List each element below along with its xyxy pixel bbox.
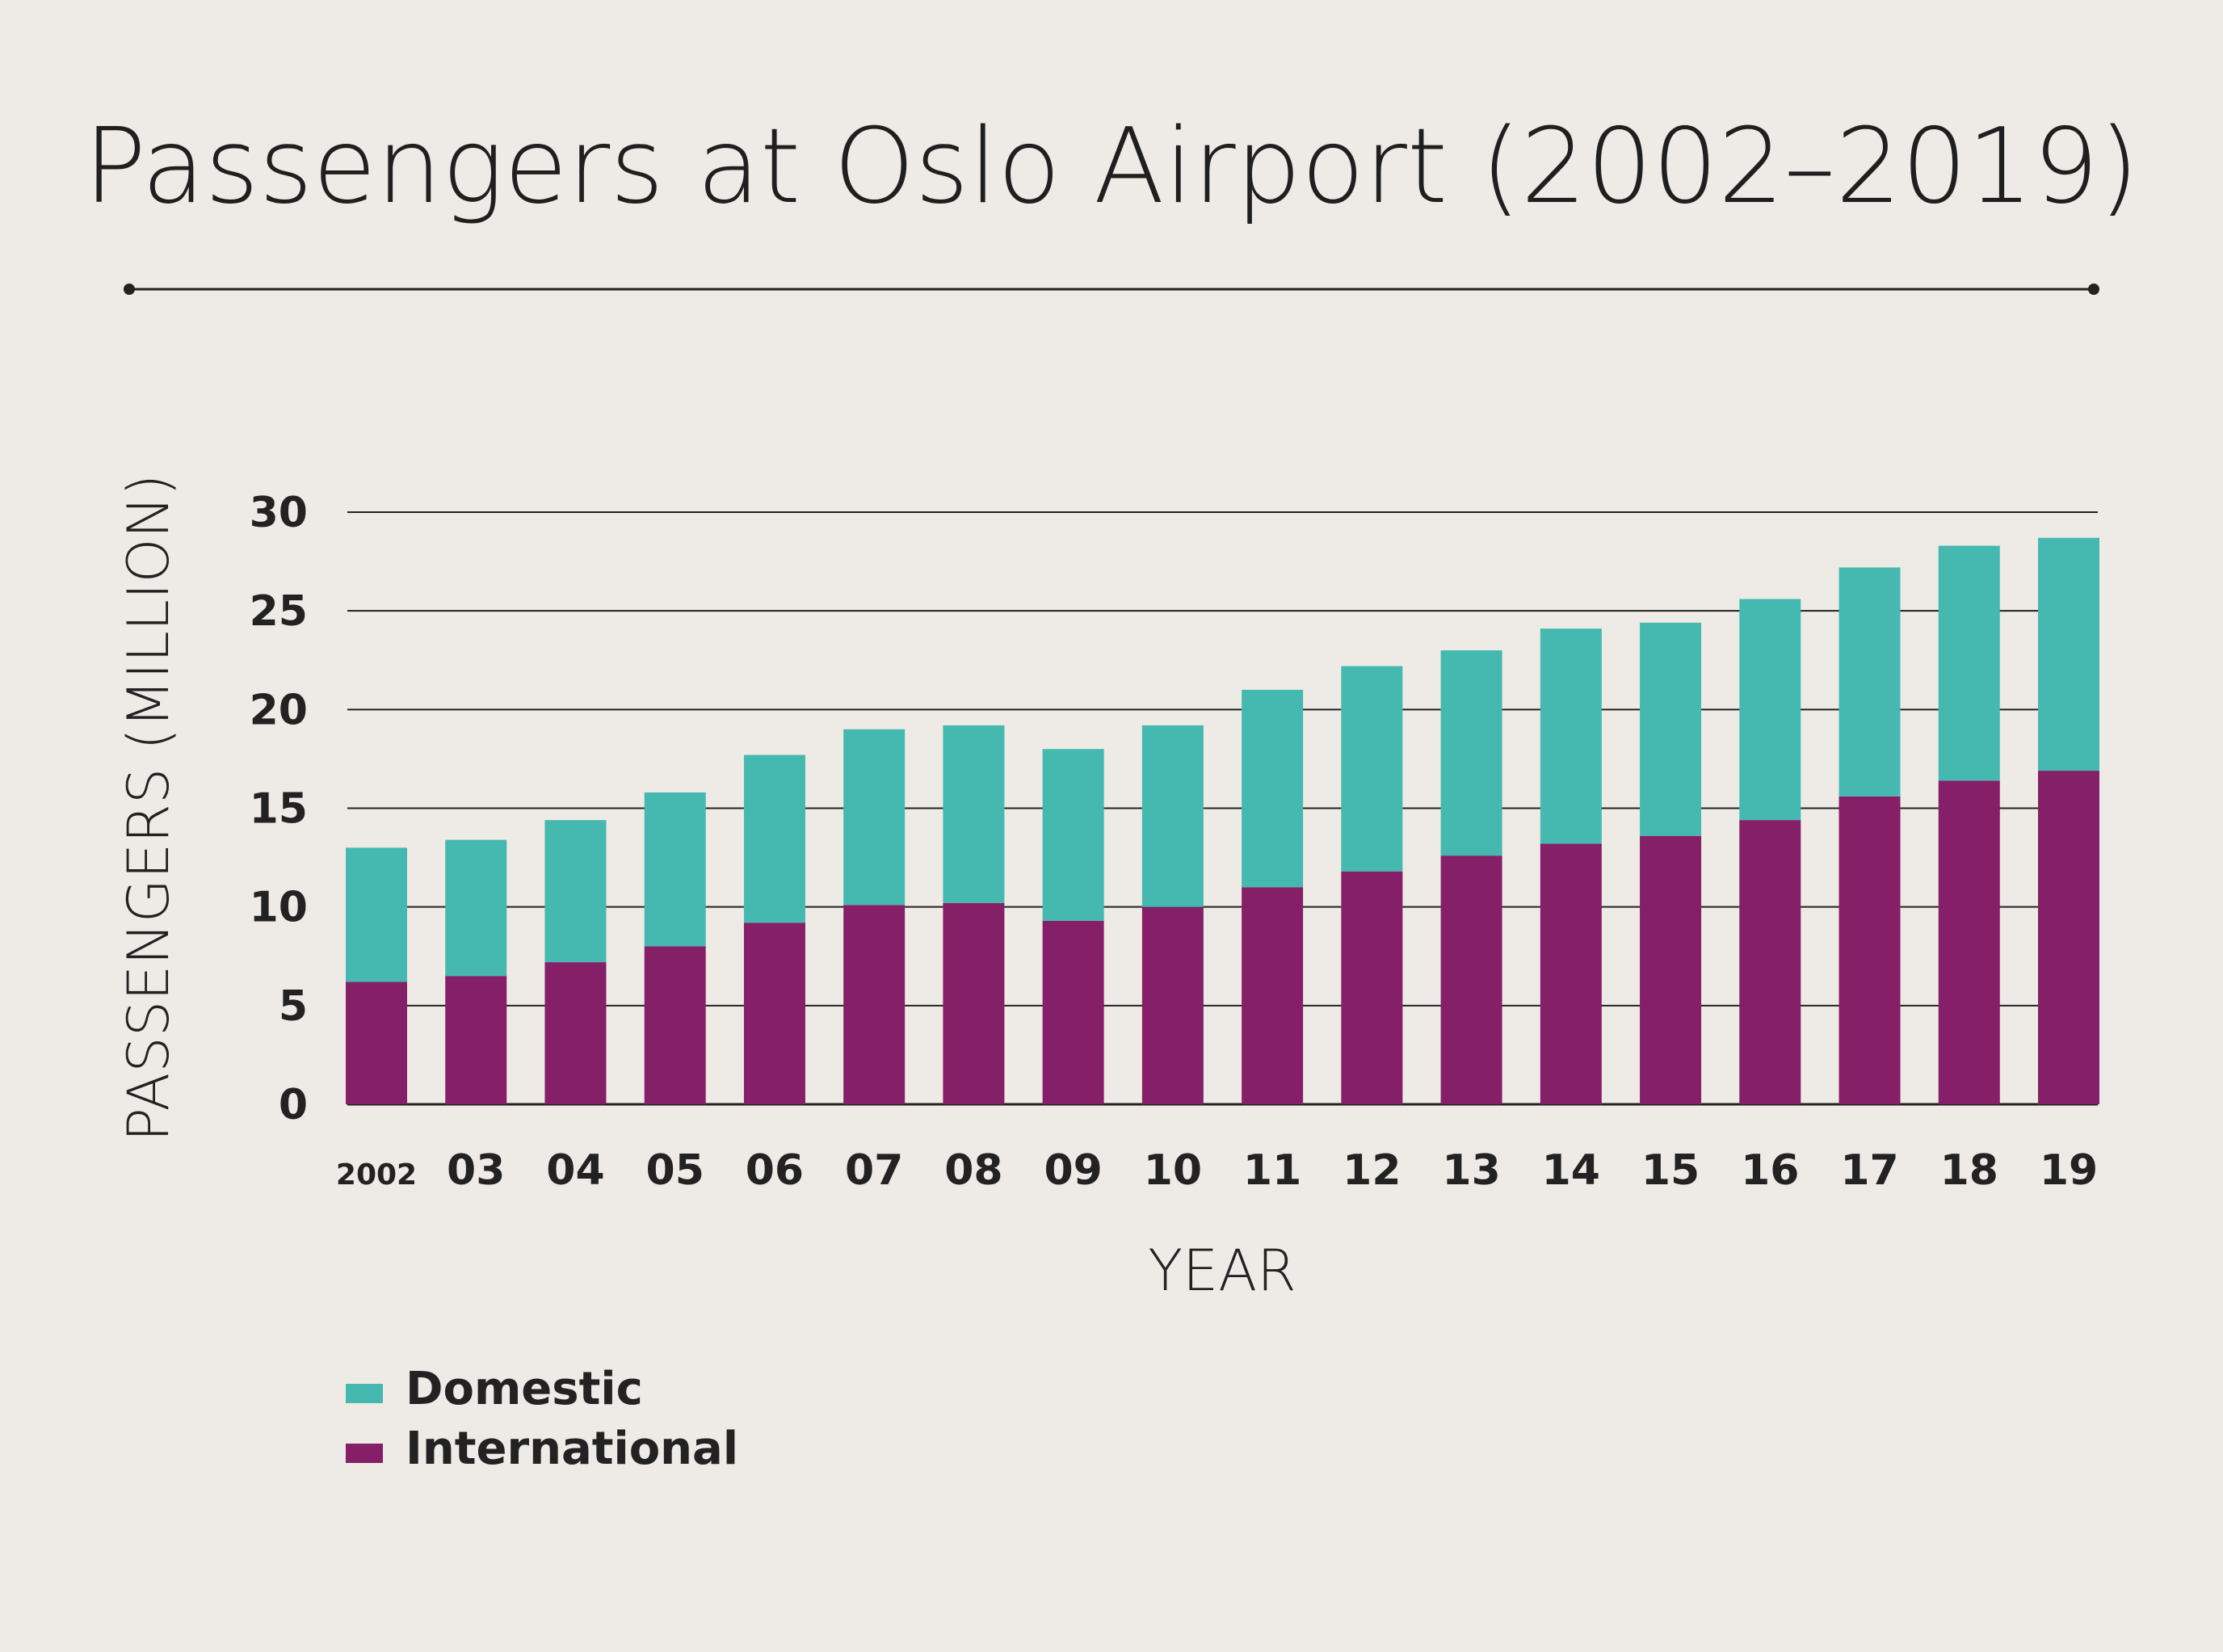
bar-international-15 <box>1640 835 1702 1104</box>
bar-domestic-15 <box>1640 622 1702 836</box>
bar-international-14 <box>1540 843 1602 1104</box>
gridlines <box>347 511 2098 1106</box>
legend-label-domestic: Domestic <box>406 1363 643 1415</box>
bar-international-12 <box>1341 871 1403 1104</box>
x-tick-label: 15 <box>1641 1146 1700 1195</box>
bar-international-08 <box>943 902 1005 1104</box>
bar-domestic-17 <box>1838 567 1901 797</box>
bar-international-13 <box>1440 855 1502 1104</box>
y-tick-label: 15 <box>250 785 308 834</box>
bar-domestic-19 <box>2038 537 2099 771</box>
x-tick-label: 19 <box>2040 1146 2098 1195</box>
bar-domestic-18 <box>1938 545 2000 781</box>
x-tick-label: 04 <box>546 1146 604 1195</box>
legend-label-international: International <box>406 1423 738 1475</box>
bar-domestic-16 <box>1739 599 1801 821</box>
legend: Domestic International <box>346 1363 738 1475</box>
bar-domestic-14 <box>1540 628 1602 844</box>
x-tick-label: 05 <box>646 1146 704 1195</box>
x-tick-label: 17 <box>1840 1146 1898 1195</box>
x-tick-label: 08 <box>944 1146 1002 1195</box>
bar-international-16 <box>1739 820 1801 1104</box>
bar-international-04 <box>544 962 607 1104</box>
x-tick-label: 10 <box>1144 1146 1202 1195</box>
y-tick-label: 25 <box>250 587 308 636</box>
bar-international-10 <box>1141 906 1204 1104</box>
bar-domestic-08 <box>943 725 1005 903</box>
bar-domestic-03 <box>445 839 507 977</box>
chart-title: Passengers at Oslo Airport (2002–2019) <box>84 107 2139 227</box>
x-tick-label: 13 <box>1442 1146 1500 1195</box>
bar-domestic-13 <box>1440 650 1502 856</box>
bar-international-11 <box>1242 887 1304 1104</box>
x-tick-label: 14 <box>1542 1146 1600 1195</box>
x-tick-label: 11 <box>1243 1146 1301 1195</box>
bar-international-17 <box>1838 796 1901 1104</box>
x-tick-label: 18 <box>1940 1146 1998 1195</box>
bar-international-05 <box>644 946 706 1104</box>
bar-international-2002 <box>346 982 407 1104</box>
bar-international-03 <box>445 976 507 1104</box>
x-tick-label: 2002 <box>336 1158 417 1192</box>
legend-swatch-domestic <box>346 1384 383 1403</box>
x-tick-label: 12 <box>1343 1146 1401 1195</box>
y-tick-label: 20 <box>250 686 308 734</box>
bar-international-19 <box>2038 771 2099 1104</box>
x-tick-labels: 2002 03 04 05 06 07 08 09 10 11 12 13 14 15 16 17 18 19 <box>336 1146 2098 1195</box>
x-tick-label: 09 <box>1044 1146 1102 1195</box>
y-tick-label: 30 <box>250 489 308 537</box>
bar-domestic-07 <box>843 729 906 906</box>
bar-domestic-11 <box>1242 689 1304 888</box>
x-axis-label: YEAR <box>1148 1238 1296 1304</box>
x-tick-label: 07 <box>845 1146 903 1195</box>
bar-international-09 <box>1042 920 1104 1104</box>
bar-domestic-09 <box>1042 749 1104 921</box>
y-tick-label: 5 <box>279 982 308 1031</box>
legend-swatch-international <box>346 1444 383 1463</box>
bars <box>346 537 2099 1104</box>
bar-domestic-05 <box>644 792 706 947</box>
bar-domestic-04 <box>544 820 607 963</box>
bar-domestic-06 <box>743 755 805 923</box>
bar-international-18 <box>1938 780 2000 1104</box>
x-tick-label: 06 <box>746 1146 804 1195</box>
bar-international-06 <box>743 923 805 1104</box>
x-tick-label: 16 <box>1741 1146 1799 1195</box>
y-tick-label: 10 <box>250 884 308 932</box>
bar-international-07 <box>843 905 906 1104</box>
y-tick-label: 0 <box>279 1081 308 1129</box>
bar-domestic-2002 <box>346 847 407 982</box>
x-tick-label: 03 <box>447 1146 505 1195</box>
bar-domestic-12 <box>1341 666 1403 872</box>
y-tick-labels: 0 5 10 15 20 25 30 <box>250 489 308 1129</box>
title-divider <box>124 284 2099 295</box>
bar-domestic-10 <box>1141 725 1204 907</box>
y-axis-label: PASSENGERS (MILLION) <box>116 474 182 1142</box>
